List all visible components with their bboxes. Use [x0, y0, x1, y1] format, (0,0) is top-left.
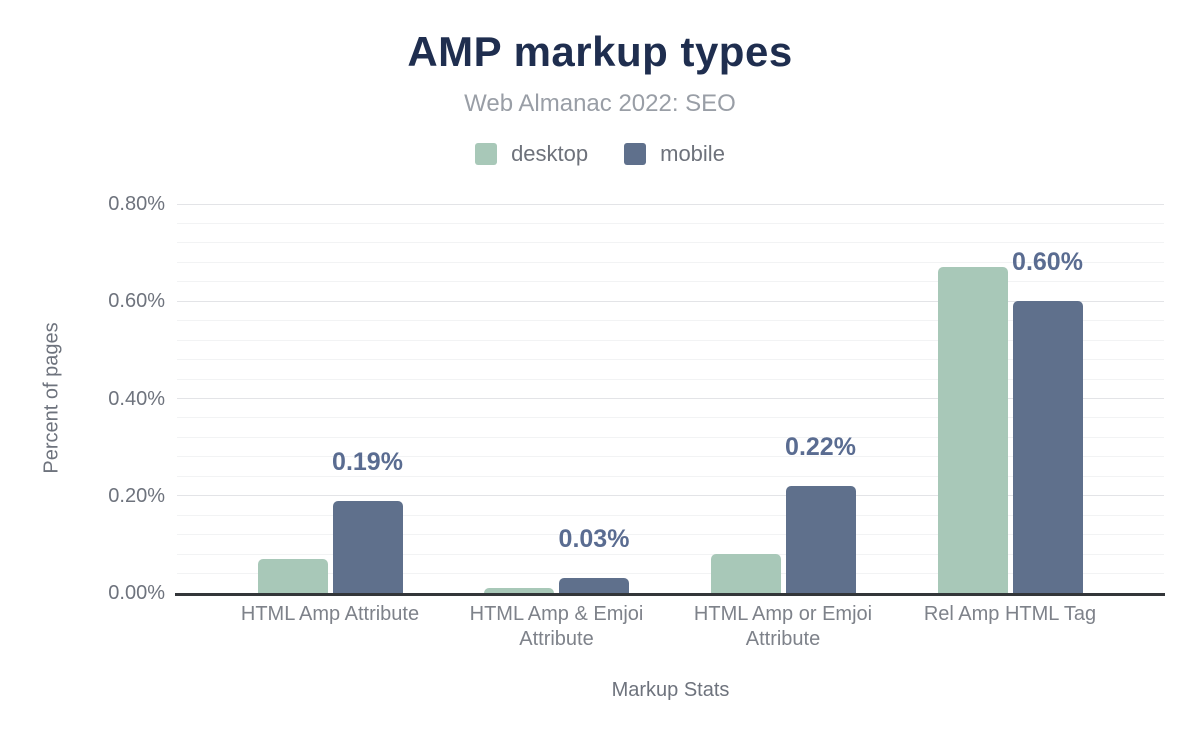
gridline-minor	[177, 281, 1164, 283]
x-category-label: HTML Amp & Emjoi Attribute	[469, 603, 644, 650]
gridline-minor	[177, 222, 1164, 224]
y-tick-label: 0.40%	[108, 387, 165, 410]
gridline-minor	[177, 359, 1164, 361]
gridline-minor	[177, 242, 1164, 244]
x-category-label: HTML Amp Attribute	[240, 603, 420, 625]
y-tick-label: 0.00%	[108, 582, 165, 604]
bar-mobile-2[interactable]	[785, 486, 856, 593]
gridline-minor	[177, 475, 1164, 477]
data-label: 0.60%	[1012, 248, 1083, 277]
gridline-minor	[177, 514, 1164, 516]
bar-mobile-1[interactable]	[559, 578, 629, 593]
gridline-major	[177, 495, 1164, 497]
legend-label-desktop: desktop	[511, 141, 589, 166]
bar-mobile-3[interactable]	[1012, 301, 1083, 593]
y-tick-label: 0.60%	[108, 290, 165, 313]
bar-desktop-1[interactable]	[484, 588, 554, 593]
bar-mobile-0[interactable]	[332, 500, 403, 593]
mobile-swatch-icon	[624, 143, 647, 165]
y-tick-label: 0.20%	[108, 484, 165, 507]
desktop-swatch-icon	[475, 143, 498, 165]
chart-subtitle: Web Almanac 2022: SEO	[464, 90, 736, 117]
legend-item-mobile[interactable]: mobile	[624, 141, 725, 167]
data-label: 0.22%	[785, 433, 856, 462]
gridline-minor	[177, 320, 1164, 322]
data-label: 0.19%	[332, 447, 403, 476]
gridline-minor	[177, 436, 1164, 438]
legend-item-desktop[interactable]: desktop	[475, 141, 588, 167]
legend: desktop mobile	[0, 141, 1200, 167]
gridline-minor	[177, 417, 1164, 419]
gridline-minor	[177, 573, 1164, 575]
legend-label-mobile: mobile	[660, 141, 725, 166]
data-label: 0.03%	[558, 525, 630, 554]
bar-desktop-2[interactable]	[710, 554, 781, 593]
gridline-minor	[177, 456, 1164, 458]
gridline-minor	[177, 553, 1164, 555]
x-axis-baseline	[175, 593, 1165, 596]
x-axis-title: Markup Stats	[611, 679, 730, 701]
gridline-minor	[177, 261, 1164, 263]
gridline-major	[177, 203, 1164, 205]
plot-area: 0.19% 0.03% 0.22% 0.60%	[175, 203, 1165, 596]
x-category-label: HTML Amp or Emjoi Attribute	[693, 603, 873, 650]
y-tick-label: 0.80%	[108, 193, 165, 215]
bar-desktop-0[interactable]	[257, 558, 328, 593]
gridline-minor	[177, 378, 1164, 380]
gridline-minor	[177, 339, 1164, 341]
bar-desktop-3[interactable]	[937, 267, 1008, 593]
chart-title: AMP markup types	[407, 28, 793, 75]
gridline-minor	[177, 534, 1164, 536]
x-category-label: Rel Amp HTML Tag	[923, 603, 1097, 625]
gridline-major	[177, 300, 1164, 302]
gridline-major	[177, 398, 1164, 399]
